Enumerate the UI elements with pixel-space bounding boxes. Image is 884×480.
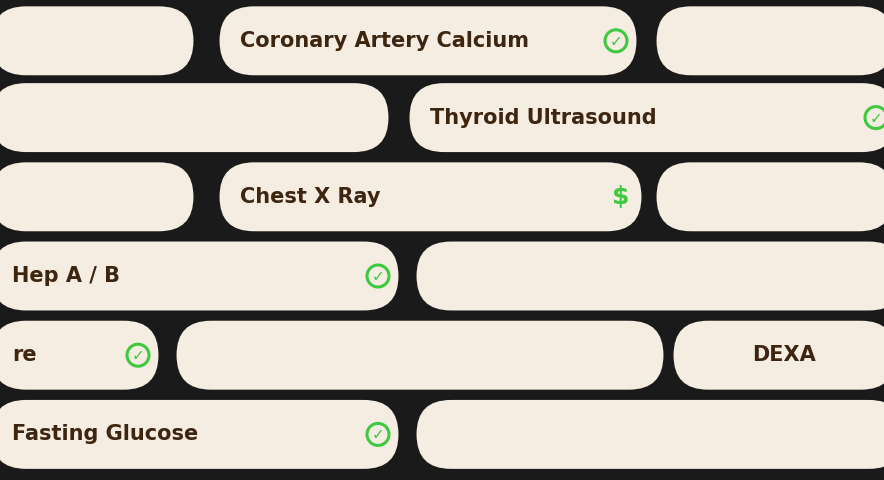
Text: $: $ bbox=[613, 185, 629, 209]
FancyBboxPatch shape bbox=[0, 161, 195, 233]
Text: ✓: ✓ bbox=[610, 34, 622, 49]
FancyBboxPatch shape bbox=[0, 319, 160, 391]
FancyBboxPatch shape bbox=[415, 398, 884, 470]
Text: ✓: ✓ bbox=[132, 348, 144, 363]
FancyBboxPatch shape bbox=[0, 240, 400, 312]
FancyBboxPatch shape bbox=[415, 240, 884, 312]
FancyBboxPatch shape bbox=[175, 319, 665, 391]
Text: DEXA: DEXA bbox=[752, 345, 817, 365]
Text: Fasting Glucose: Fasting Glucose bbox=[12, 424, 198, 444]
FancyBboxPatch shape bbox=[218, 161, 643, 233]
Text: ✓: ✓ bbox=[371, 427, 385, 443]
Text: Chest X Ray: Chest X Ray bbox=[240, 187, 380, 207]
FancyBboxPatch shape bbox=[0, 398, 400, 470]
Text: ✓: ✓ bbox=[371, 269, 385, 284]
FancyBboxPatch shape bbox=[0, 82, 390, 154]
FancyBboxPatch shape bbox=[218, 5, 638, 77]
Text: Coronary Artery Calcium: Coronary Artery Calcium bbox=[240, 31, 529, 51]
Text: Hep A / B: Hep A / B bbox=[12, 266, 120, 286]
FancyBboxPatch shape bbox=[672, 319, 884, 391]
FancyBboxPatch shape bbox=[0, 5, 195, 77]
FancyBboxPatch shape bbox=[408, 82, 884, 154]
FancyBboxPatch shape bbox=[655, 161, 884, 233]
Text: ✓: ✓ bbox=[870, 110, 882, 126]
Text: Thyroid Ultrasound: Thyroid Ultrasound bbox=[430, 108, 657, 128]
Text: re: re bbox=[12, 345, 36, 365]
FancyBboxPatch shape bbox=[655, 5, 884, 77]
